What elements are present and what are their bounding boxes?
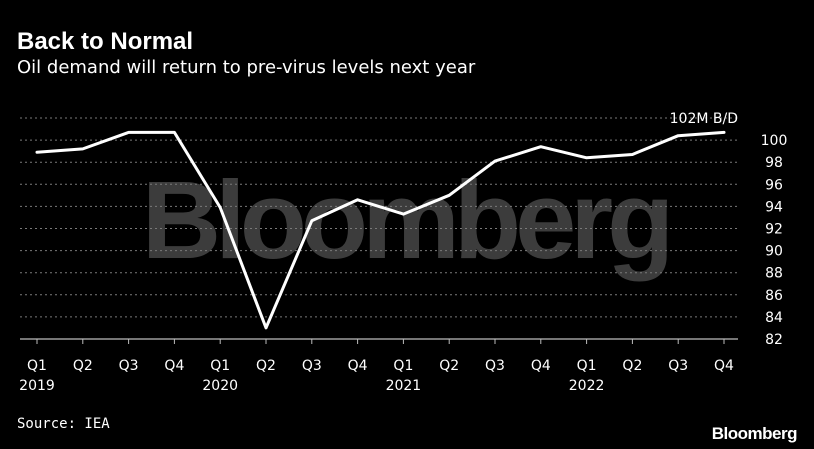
x-tick-label: Q1 [27, 358, 47, 374]
year-label: 2020 [202, 378, 238, 394]
y-tick-label: 94 [765, 199, 783, 215]
y-tick-label: 84 [765, 310, 783, 326]
bloomberg-watermark: Bloomberg [142, 159, 669, 282]
grid-lines [20, 117, 738, 340]
x-tick-label: Q4 [531, 358, 551, 374]
year-labels: 2019 2020 2021 2022 [19, 378, 604, 394]
chart-title: Back to Normal [17, 28, 194, 55]
y-tick-label: 82 [765, 332, 783, 348]
y-tick-label: 92 [765, 222, 783, 238]
x-tick-label: Q3 [485, 358, 505, 374]
year-label: 2019 [19, 378, 55, 394]
chart-subtitle: Oil demand will return to pre-virus leve… [17, 57, 476, 78]
y-tick-label: 86 [765, 288, 783, 304]
x-tick-label: Q4 [714, 358, 734, 374]
x-tick-label: Q2 [622, 358, 642, 374]
year-label: 2022 [569, 378, 605, 394]
y-axis-ticks: 82 84 86 88 90 92 94 96 98 100 [761, 133, 788, 348]
x-tick-label: Q3 [302, 358, 322, 374]
x-tick-label: Q4 [348, 358, 368, 374]
bloomberg-logo: Bloomberg [711, 424, 798, 443]
x-tick-label: Q1 [577, 358, 597, 374]
unit-label: 102M B/D [670, 111, 738, 127]
y-tick-label: 100 [761, 133, 788, 149]
x-tick-label: Q3 [119, 358, 139, 374]
x-axis-ticks: Q1 Q2 Q3 Q4 Q1 Q2 Q3 Q4 Q1 Q2 Q3 Q4 Q1 Q2 Q3 Q4 [27, 339, 734, 374]
year-label: 2021 [386, 378, 422, 394]
x-tick-label: Q1 [393, 358, 413, 374]
y-tick-label: 88 [765, 266, 783, 282]
y-tick-label: 96 [765, 177, 783, 193]
x-tick-label: Q4 [164, 358, 184, 374]
x-tick-label: Q1 [210, 358, 230, 374]
x-tick-label: Q3 [668, 358, 688, 374]
series-line [35, 130, 726, 330]
x-tick-label: Q2 [256, 358, 276, 374]
y-tick-label: 98 [765, 155, 783, 171]
x-tick-label: Q2 [439, 358, 459, 374]
x-tick-label: Q2 [73, 358, 93, 374]
y-tick-label: 90 [765, 244, 783, 260]
source-note: Source: IEA [17, 416, 110, 432]
